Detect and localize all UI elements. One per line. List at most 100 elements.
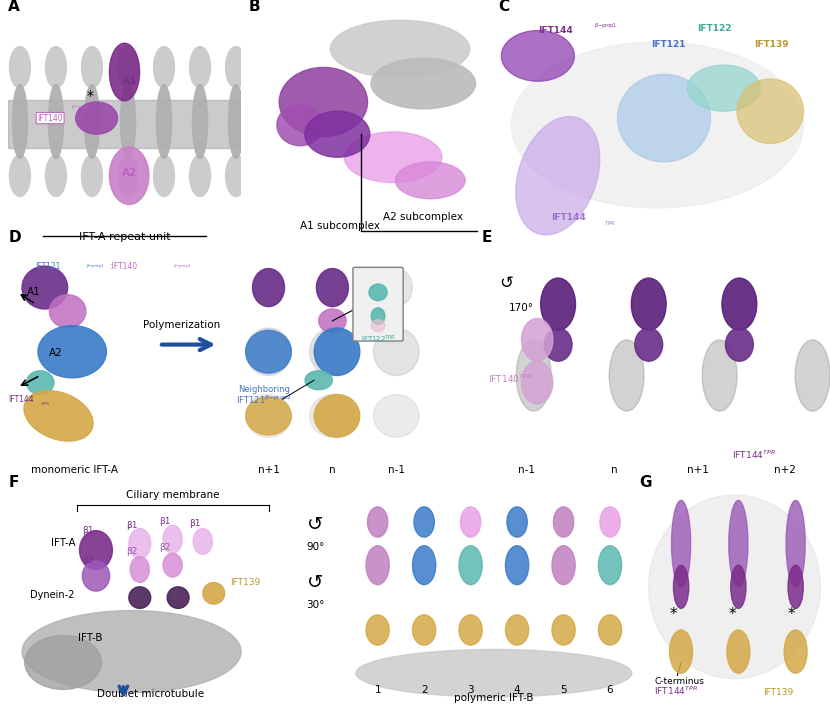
Ellipse shape — [167, 587, 189, 608]
Ellipse shape — [157, 85, 172, 158]
Text: Neighboring: Neighboring — [238, 385, 290, 394]
Ellipse shape — [722, 278, 757, 330]
Text: $^{β\mathregular{-prop1}}$: $^{β\mathregular{-prop1}}$ — [594, 22, 618, 29]
Ellipse shape — [784, 630, 807, 673]
Ellipse shape — [228, 85, 244, 158]
Ellipse shape — [380, 269, 413, 307]
Text: B: B — [249, 0, 261, 14]
Text: D: D — [8, 230, 21, 245]
Text: 3: 3 — [467, 685, 474, 695]
Text: Polymerization: Polymerization — [143, 320, 221, 330]
Text: ↺: ↺ — [307, 572, 324, 592]
Text: β1: β1 — [188, 519, 200, 528]
Ellipse shape — [48, 85, 64, 158]
Ellipse shape — [315, 328, 360, 375]
Ellipse shape — [163, 553, 183, 577]
Text: IFT139: IFT139 — [754, 40, 788, 49]
Ellipse shape — [413, 615, 436, 645]
Ellipse shape — [552, 615, 575, 645]
Text: IFT121: IFT121 — [36, 261, 61, 271]
Ellipse shape — [505, 546, 529, 585]
Ellipse shape — [366, 546, 389, 585]
Ellipse shape — [316, 269, 349, 307]
Ellipse shape — [671, 500, 691, 587]
Text: Dynein-2: Dynein-2 — [30, 590, 75, 600]
Text: A1 subcomplex: A1 subcomplex — [300, 221, 380, 231]
Ellipse shape — [501, 30, 574, 81]
Ellipse shape — [515, 117, 600, 235]
Ellipse shape — [609, 340, 644, 411]
Text: *: * — [670, 607, 677, 622]
Ellipse shape — [511, 42, 803, 208]
Ellipse shape — [80, 531, 112, 570]
Text: β2: β2 — [82, 556, 94, 565]
Text: IFT144: IFT144 — [8, 395, 34, 404]
Ellipse shape — [203, 582, 225, 604]
Ellipse shape — [369, 284, 388, 301]
Text: IFT139: IFT139 — [230, 577, 261, 587]
Ellipse shape — [226, 47, 247, 88]
Text: IFT140: IFT140 — [37, 114, 63, 122]
Text: IFT121$^{β\mathregular{-prop2}}$: IFT121$^{β\mathregular{-prop2}}$ — [236, 394, 292, 406]
Text: β1: β1 — [159, 517, 170, 526]
Text: 2: 2 — [421, 685, 427, 695]
Ellipse shape — [12, 85, 27, 158]
Ellipse shape — [110, 147, 149, 204]
Ellipse shape — [193, 85, 208, 158]
Ellipse shape — [82, 561, 110, 591]
Text: n+2: n+2 — [774, 465, 796, 475]
Ellipse shape — [189, 155, 211, 197]
Ellipse shape — [252, 269, 285, 307]
Ellipse shape — [246, 397, 291, 435]
Ellipse shape — [371, 307, 385, 325]
Text: IFT122$^{TPR}$: IFT122$^{TPR}$ — [361, 333, 395, 345]
Ellipse shape — [730, 565, 746, 608]
Ellipse shape — [505, 615, 529, 645]
Text: C-terminus: C-terminus — [654, 677, 704, 686]
Text: $^{TPR}$: $^{TPR}$ — [604, 220, 615, 226]
Text: IFT139: IFT139 — [764, 688, 793, 697]
Ellipse shape — [110, 43, 139, 101]
Text: β2: β2 — [126, 547, 137, 557]
Text: 6: 6 — [607, 685, 613, 695]
Ellipse shape — [50, 294, 86, 328]
Text: 5: 5 — [560, 685, 567, 695]
Text: A1: A1 — [121, 76, 137, 86]
Ellipse shape — [729, 500, 748, 587]
Ellipse shape — [368, 507, 388, 537]
Text: A: A — [8, 0, 20, 14]
Ellipse shape — [737, 79, 803, 143]
Ellipse shape — [598, 546, 622, 585]
Text: ↺: ↺ — [307, 515, 324, 534]
Ellipse shape — [315, 395, 360, 437]
Text: A2 subcomplex: A2 subcomplex — [383, 212, 463, 222]
Text: β1: β1 — [126, 521, 137, 531]
Ellipse shape — [38, 325, 106, 378]
Ellipse shape — [788, 565, 803, 608]
Text: n+1: n+1 — [257, 465, 280, 475]
Ellipse shape — [459, 546, 482, 585]
Ellipse shape — [22, 266, 68, 309]
Ellipse shape — [310, 395, 355, 437]
Ellipse shape — [554, 507, 574, 537]
Ellipse shape — [544, 328, 572, 361]
Ellipse shape — [635, 328, 662, 361]
Text: TPR: TPR — [161, 582, 179, 591]
Text: n-1: n-1 — [388, 465, 405, 475]
Ellipse shape — [598, 615, 622, 645]
Text: β1: β1 — [82, 526, 94, 535]
Text: IFT121: IFT121 — [651, 40, 686, 49]
Text: IFT144$^{TPR}$: IFT144$^{TPR}$ — [654, 685, 698, 697]
Ellipse shape — [154, 47, 174, 88]
Ellipse shape — [277, 104, 324, 145]
Ellipse shape — [461, 507, 481, 537]
Text: Doublet microtubule: Doublet microtubule — [97, 689, 204, 699]
Ellipse shape — [226, 155, 247, 197]
Text: *: * — [788, 607, 796, 622]
Ellipse shape — [46, 155, 66, 197]
Ellipse shape — [193, 528, 212, 554]
Text: A1: A1 — [27, 287, 41, 297]
Ellipse shape — [310, 328, 355, 375]
Ellipse shape — [459, 615, 482, 645]
Ellipse shape — [46, 47, 66, 88]
